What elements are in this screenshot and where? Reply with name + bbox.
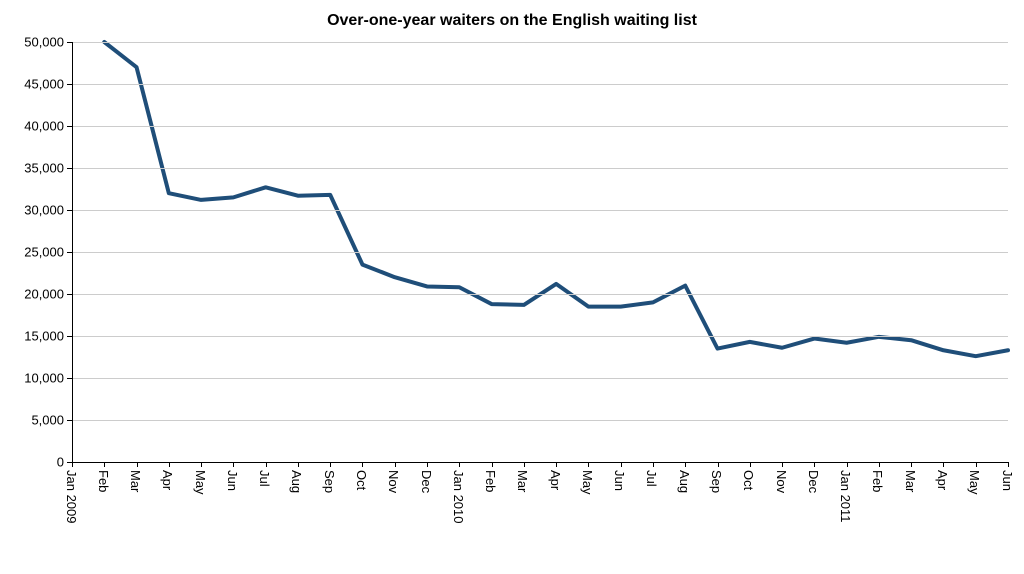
xtick-label: Nov — [774, 470, 789, 493]
xtick-mark — [750, 462, 751, 467]
gridline — [72, 420, 1008, 421]
gridline — [72, 42, 1008, 43]
xtick-mark — [879, 462, 880, 467]
xtick-mark — [911, 462, 912, 467]
xtick-mark — [1008, 462, 1009, 467]
ytick-label: 10,000 — [4, 371, 64, 386]
xtick-label: Jun — [1000, 470, 1015, 491]
ytick-label: 20,000 — [4, 287, 64, 302]
xtick-label: Sep — [322, 470, 337, 493]
xtick-label: Jun — [225, 470, 240, 491]
xtick-mark — [653, 462, 654, 467]
xtick-mark — [814, 462, 815, 467]
gridline — [72, 210, 1008, 211]
data-line — [104, 42, 1008, 356]
gridline — [72, 378, 1008, 379]
xtick-label: Jun — [612, 470, 627, 491]
xtick-label: Aug — [289, 470, 304, 493]
xtick-mark — [427, 462, 428, 467]
xtick-mark — [685, 462, 686, 467]
ytick-label: 40,000 — [4, 119, 64, 134]
ytick-label: 0 — [4, 455, 64, 470]
xtick-label: Mar — [515, 470, 530, 492]
ytick-label: 35,000 — [4, 161, 64, 176]
ytick-label: 5,000 — [4, 413, 64, 428]
ytick-label: 30,000 — [4, 203, 64, 218]
y-axis — [72, 42, 73, 462]
xtick-mark — [169, 462, 170, 467]
xtick-mark — [233, 462, 234, 467]
xtick-mark — [104, 462, 105, 467]
xtick-label: Oct — [354, 470, 369, 490]
xtick-mark — [137, 462, 138, 467]
xtick-label: Jul — [257, 470, 272, 487]
xtick-mark — [943, 462, 944, 467]
xtick-label: Dec — [419, 470, 434, 493]
xtick-label: Jan 2009 — [64, 470, 79, 524]
xtick-mark — [588, 462, 589, 467]
xtick-mark — [621, 462, 622, 467]
ytick-label: 50,000 — [4, 35, 64, 50]
ytick-label: 25,000 — [4, 245, 64, 260]
xtick-label: Dec — [806, 470, 821, 493]
ytick-label: 15,000 — [4, 329, 64, 344]
xtick-label: May — [580, 470, 595, 495]
xtick-label: Feb — [483, 470, 498, 492]
ytick-label: 45,000 — [4, 77, 64, 92]
gridline — [72, 252, 1008, 253]
xtick-mark — [266, 462, 267, 467]
xtick-label: Jul — [644, 470, 659, 487]
xtick-label: Aug — [677, 470, 692, 493]
xtick-label: Feb — [96, 470, 111, 492]
xtick-mark — [459, 462, 460, 467]
xtick-label: Oct — [741, 470, 756, 490]
xtick-label: Mar — [903, 470, 918, 492]
xtick-label: Sep — [709, 470, 724, 493]
xtick-label: Feb — [870, 470, 885, 492]
xtick-mark — [298, 462, 299, 467]
xtick-label: Mar — [128, 470, 143, 492]
xtick-mark — [492, 462, 493, 467]
xtick-mark — [718, 462, 719, 467]
xtick-label: Nov — [386, 470, 401, 493]
xtick-mark — [524, 462, 525, 467]
xtick-label: Apr — [548, 470, 563, 490]
xtick-mark — [847, 462, 848, 467]
plot-area: 05,00010,00015,00020,00025,00030,00035,0… — [72, 42, 1008, 462]
xtick-mark — [330, 462, 331, 467]
xtick-label: Apr — [160, 470, 175, 490]
chart-title: Over-one-year waiters on the English wai… — [0, 12, 1024, 30]
xtick-label: Jan 2010 — [451, 470, 466, 524]
gridline — [72, 84, 1008, 85]
xtick-label: Jan 2011 — [838, 470, 853, 523]
xtick-mark — [395, 462, 396, 467]
gridline — [72, 126, 1008, 127]
chart-container: Over-one-year waiters on the English wai… — [0, 0, 1024, 574]
xtick-mark — [201, 462, 202, 467]
xtick-label: May — [967, 470, 982, 495]
x-axis — [72, 462, 1008, 463]
xtick-mark — [72, 462, 73, 467]
xtick-mark — [362, 462, 363, 467]
gridline — [72, 294, 1008, 295]
xtick-label: Apr — [935, 470, 950, 490]
xtick-label: May — [193, 470, 208, 495]
xtick-mark — [782, 462, 783, 467]
xtick-mark — [556, 462, 557, 467]
gridline — [72, 168, 1008, 169]
gridline — [72, 336, 1008, 337]
xtick-mark — [976, 462, 977, 467]
